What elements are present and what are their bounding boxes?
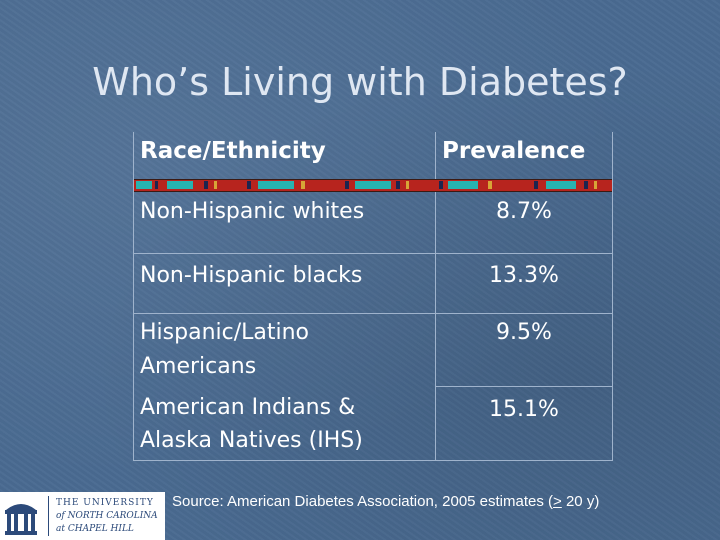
header-prevalence: Prevalence xyxy=(442,138,586,164)
logo-divider xyxy=(48,496,49,536)
slide-title: Who’s Living with Diabetes? xyxy=(92,60,628,104)
row-3-prevalence: 9.5% xyxy=(496,320,552,345)
greater-equal-symbol: > xyxy=(553,493,562,510)
header-race-ethnicity: Race/Ethnicity xyxy=(140,138,326,164)
university-logo: THE UNIVERSITY of NORTH CAROLINA at CHAP… xyxy=(0,492,165,540)
logo-line-1: THE UNIVERSITY xyxy=(56,498,154,508)
old-well-icon xyxy=(5,504,37,535)
decorative-header-band xyxy=(134,179,612,192)
row-4-group-line1: American Indians & xyxy=(140,395,356,420)
logo-line-2: of NORTH CAROLINA xyxy=(56,511,158,521)
row-2-prevalence: 13.3% xyxy=(489,263,559,288)
row-1-group: Non-Hispanic whites xyxy=(140,199,365,224)
row-4-group-line2: Alaska Natives (IHS) xyxy=(140,428,363,453)
row-3-group-line1: Hispanic/Latino xyxy=(140,320,310,345)
source-prefix: Source: American Diabetes Association, 2… xyxy=(172,493,554,510)
row-1-prevalence: 8.7% xyxy=(496,199,552,224)
row-3-group-line2: Americans xyxy=(140,354,257,379)
source-suffix: 20 y) xyxy=(561,493,600,510)
logo-line-3: at CHAPEL HILL xyxy=(56,524,134,534)
source-note: Source: American Diabetes Association, 2… xyxy=(172,493,599,510)
row-divider xyxy=(134,313,612,314)
row-2-group: Non-Hispanic blacks xyxy=(140,263,363,288)
row-divider xyxy=(134,253,612,254)
prevalence-table: Race/Ethnicity Prevalence Non-Hispanic w… xyxy=(133,132,613,461)
column-divider xyxy=(435,132,436,460)
row-divider xyxy=(436,386,612,387)
row-4-prevalence: 15.1% xyxy=(489,397,559,422)
